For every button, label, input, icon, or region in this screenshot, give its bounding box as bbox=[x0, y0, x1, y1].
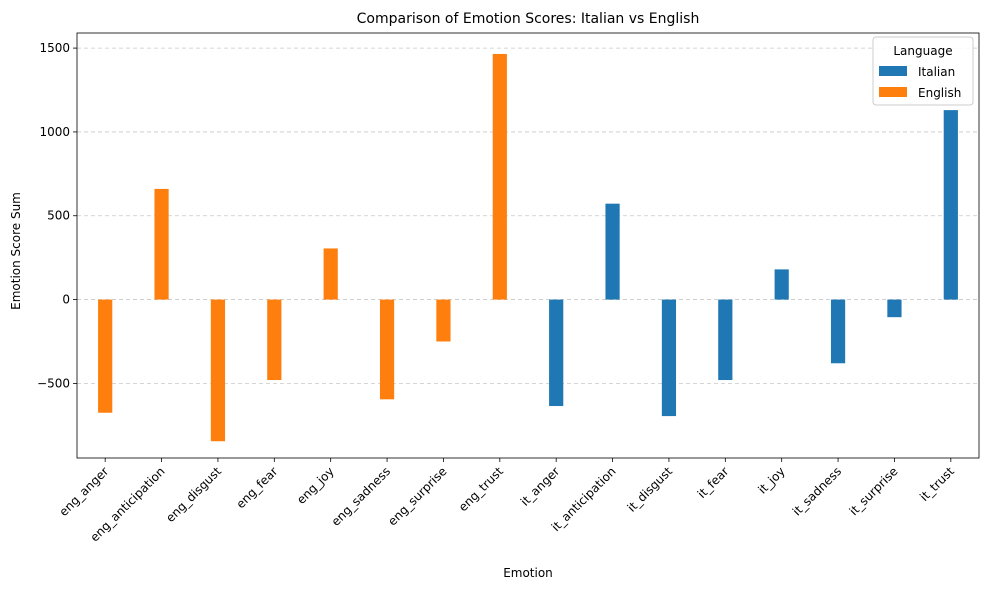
y-gridlines bbox=[77, 47, 979, 384]
x-tick-label: it_joy bbox=[755, 464, 787, 496]
x-tick-label: eng_disgust bbox=[163, 464, 224, 525]
bar-italian-it-sadness bbox=[830, 299, 846, 364]
bar-english-eng-joy bbox=[323, 248, 338, 300]
bar-italian-it-surprise bbox=[887, 299, 902, 318]
x-tick-label: eng_joy bbox=[294, 464, 337, 507]
bar-english-eng-fear bbox=[267, 299, 282, 381]
bar-english-eng-disgust bbox=[210, 299, 226, 442]
bar-italian-it-disgust bbox=[661, 299, 677, 417]
bar-italian-it-anger bbox=[549, 299, 564, 407]
x-tick-label: eng_surprise bbox=[385, 464, 449, 528]
legend: Language Italian English bbox=[872, 36, 974, 106]
bar-english-eng-sadness bbox=[379, 299, 395, 400]
x-tick-label: eng_fear bbox=[233, 464, 280, 511]
x-tick-label: it_anger bbox=[518, 464, 563, 509]
legend-title: Language bbox=[893, 44, 952, 58]
bar-english-eng-anticipation bbox=[154, 188, 169, 300]
plot-frame bbox=[76, 32, 980, 459]
x-tick-label: eng_trust bbox=[456, 464, 506, 514]
bar-italian-it-fear bbox=[718, 299, 733, 381]
x-tick-label: it_surprise bbox=[847, 464, 901, 518]
y-tick-label: 1500 bbox=[39, 41, 70, 55]
bar-english-eng-surprise bbox=[436, 299, 451, 342]
y-tick-label: 1000 bbox=[39, 125, 70, 139]
y-tick-label: 0 bbox=[62, 293, 70, 307]
legend-swatch-english bbox=[879, 87, 907, 97]
x-tick-label: eng_anger bbox=[57, 464, 112, 519]
bar-english-eng-anger bbox=[98, 299, 113, 413]
x-tick-label: it_disgust bbox=[625, 464, 676, 515]
y-tick-label: 500 bbox=[47, 209, 70, 223]
legend-label-english: English bbox=[918, 86, 961, 100]
legend-swatch-italian bbox=[879, 66, 907, 76]
bar-italian-it-joy bbox=[774, 269, 789, 300]
bar-italian-it-anticipation bbox=[605, 203, 620, 300]
x-tick-label: it_sadness bbox=[790, 464, 844, 518]
chart-title: Comparison of Emotion Scores: Italian vs… bbox=[357, 11, 700, 27]
bar-english-eng-trust bbox=[492, 53, 507, 300]
bars bbox=[98, 53, 958, 442]
x-tick-label: it_trust bbox=[917, 464, 957, 504]
y-axis-ticks: −500 0 500 1000 1500 bbox=[37, 41, 77, 390]
x-axis-label: Emotion bbox=[503, 566, 553, 580]
x-tick-label: it_fear bbox=[695, 464, 732, 501]
x-tick-label: eng_sadness bbox=[329, 464, 394, 529]
bar-italian-it-trust bbox=[943, 110, 958, 300]
y-tick-label: −500 bbox=[37, 376, 70, 390]
y-axis-label: Emotion Score Sum bbox=[9, 192, 23, 310]
legend-label-italian: Italian bbox=[918, 65, 955, 79]
